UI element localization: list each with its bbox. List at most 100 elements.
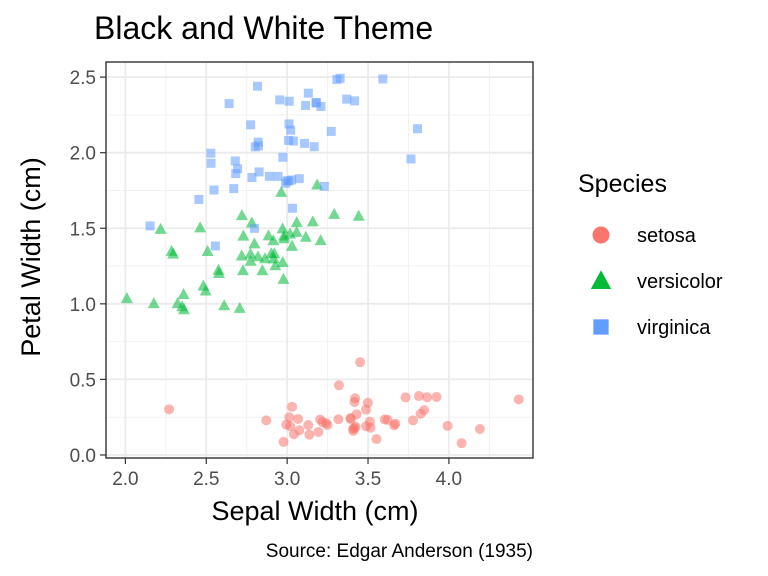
point-virginica bbox=[229, 184, 239, 194]
point-versicolor bbox=[284, 227, 297, 239]
point-versicolor bbox=[314, 234, 327, 246]
legend-key-virginica bbox=[593, 319, 609, 335]
point-virginica bbox=[264, 171, 274, 181]
point-virginica bbox=[311, 97, 321, 107]
point-setosa bbox=[371, 434, 382, 445]
x-tick-label: 4.0 bbox=[436, 469, 462, 490]
point-virginica bbox=[206, 148, 216, 158]
point-setosa bbox=[303, 420, 314, 431]
point-virginica bbox=[254, 167, 264, 177]
point-virginica bbox=[316, 102, 326, 112]
chart-title: Black and White Theme bbox=[94, 10, 433, 46]
point-setosa bbox=[281, 419, 292, 430]
point-versicolor bbox=[177, 303, 190, 315]
point-setosa bbox=[294, 425, 305, 436]
x-axis-title: Sepal Width (cm) bbox=[211, 496, 418, 526]
point-virginica bbox=[249, 223, 259, 233]
point-virginica bbox=[253, 81, 263, 91]
series-versicolor bbox=[120, 178, 365, 315]
point-versicolor bbox=[252, 250, 265, 262]
point-virginica bbox=[319, 181, 329, 191]
point-versicolor bbox=[147, 297, 160, 309]
point-virginica bbox=[250, 142, 260, 152]
legend-title: Species bbox=[578, 170, 667, 198]
point-versicolor bbox=[262, 229, 275, 241]
point-versicolor bbox=[269, 259, 282, 271]
point-virginica bbox=[309, 142, 319, 152]
point-virginica bbox=[231, 169, 241, 179]
point-virginica bbox=[210, 241, 220, 251]
point-versicolor bbox=[352, 209, 365, 221]
point-versicolor bbox=[286, 239, 299, 251]
chart-caption: Source: Edgar Anderson (1935) bbox=[266, 541, 533, 562]
point-setosa bbox=[345, 413, 356, 424]
point-setosa bbox=[474, 424, 485, 435]
point-versicolor bbox=[299, 230, 312, 242]
point-setosa bbox=[379, 414, 390, 425]
point-virginica bbox=[406, 154, 416, 164]
point-versicolor bbox=[194, 221, 207, 233]
x-tick-label: 2.5 bbox=[193, 469, 219, 490]
point-virginica bbox=[246, 120, 256, 130]
point-versicolor bbox=[277, 232, 290, 244]
point-versicolor bbox=[275, 185, 288, 197]
legend: Species setosa versicolor virginica bbox=[578, 170, 723, 339]
legend-item-setosa: setosa bbox=[592, 225, 697, 247]
data-points bbox=[120, 73, 524, 449]
point-setosa bbox=[261, 415, 272, 426]
point-setosa bbox=[422, 392, 433, 403]
panel-border bbox=[105, 61, 534, 459]
series-setosa bbox=[164, 357, 524, 449]
point-setosa bbox=[390, 418, 401, 429]
point-virginica bbox=[278, 152, 288, 162]
point-setosa bbox=[349, 422, 360, 433]
point-virginica bbox=[287, 203, 297, 213]
y-tick-label: 0.5 bbox=[70, 370, 96, 391]
point-versicolor bbox=[201, 245, 214, 257]
point-setosa bbox=[304, 429, 315, 440]
point-setosa bbox=[400, 392, 411, 403]
point-versicolor bbox=[237, 229, 250, 241]
point-versicolor bbox=[244, 247, 257, 259]
point-virginica bbox=[294, 174, 304, 184]
point-setosa bbox=[362, 397, 373, 408]
point-virginica bbox=[194, 194, 204, 204]
legend-label: setosa bbox=[637, 225, 697, 247]
point-virginica bbox=[145, 221, 155, 231]
point-setosa bbox=[349, 396, 360, 407]
y-tick-label: 2.5 bbox=[70, 68, 96, 89]
point-setosa bbox=[415, 408, 426, 419]
point-versicolor bbox=[235, 249, 248, 261]
point-virginica bbox=[303, 88, 313, 98]
point-setosa bbox=[322, 419, 333, 430]
point-versicolor bbox=[235, 209, 248, 221]
point-versicolor bbox=[199, 284, 212, 296]
x-tick-label: 2.0 bbox=[112, 469, 138, 490]
point-versicolor bbox=[290, 216, 303, 228]
point-virginica bbox=[209, 185, 219, 195]
y-tick-label: 0.0 bbox=[70, 446, 96, 467]
y-tick-label: 1.5 bbox=[70, 219, 96, 240]
series-virginica bbox=[145, 73, 423, 251]
point-versicolor bbox=[265, 247, 278, 259]
point-versicolor bbox=[244, 254, 257, 266]
plot-panel bbox=[105, 61, 534, 459]
point-setosa bbox=[513, 394, 524, 405]
panel-background bbox=[106, 62, 533, 458]
point-versicolor bbox=[248, 237, 261, 249]
point-virginica bbox=[378, 74, 388, 84]
legend-item-virginica: virginica bbox=[593, 317, 711, 339]
point-virginica bbox=[281, 178, 291, 188]
point-versicolor bbox=[177, 287, 190, 300]
point-versicolor bbox=[277, 272, 290, 284]
point-virginica bbox=[301, 100, 311, 110]
point-virginica bbox=[299, 138, 309, 148]
point-setosa bbox=[164, 404, 175, 415]
y-axis: 0.0 0.5 1.0 1.5 2.0 2.5 bbox=[70, 68, 106, 467]
x-axis: 2.0 2.5 3.0 3.5 4.0 bbox=[112, 458, 462, 490]
point-virginica bbox=[273, 171, 283, 181]
point-versicolor bbox=[218, 299, 231, 311]
point-virginica bbox=[233, 164, 243, 174]
point-setosa bbox=[431, 391, 442, 402]
point-setosa bbox=[408, 415, 419, 426]
